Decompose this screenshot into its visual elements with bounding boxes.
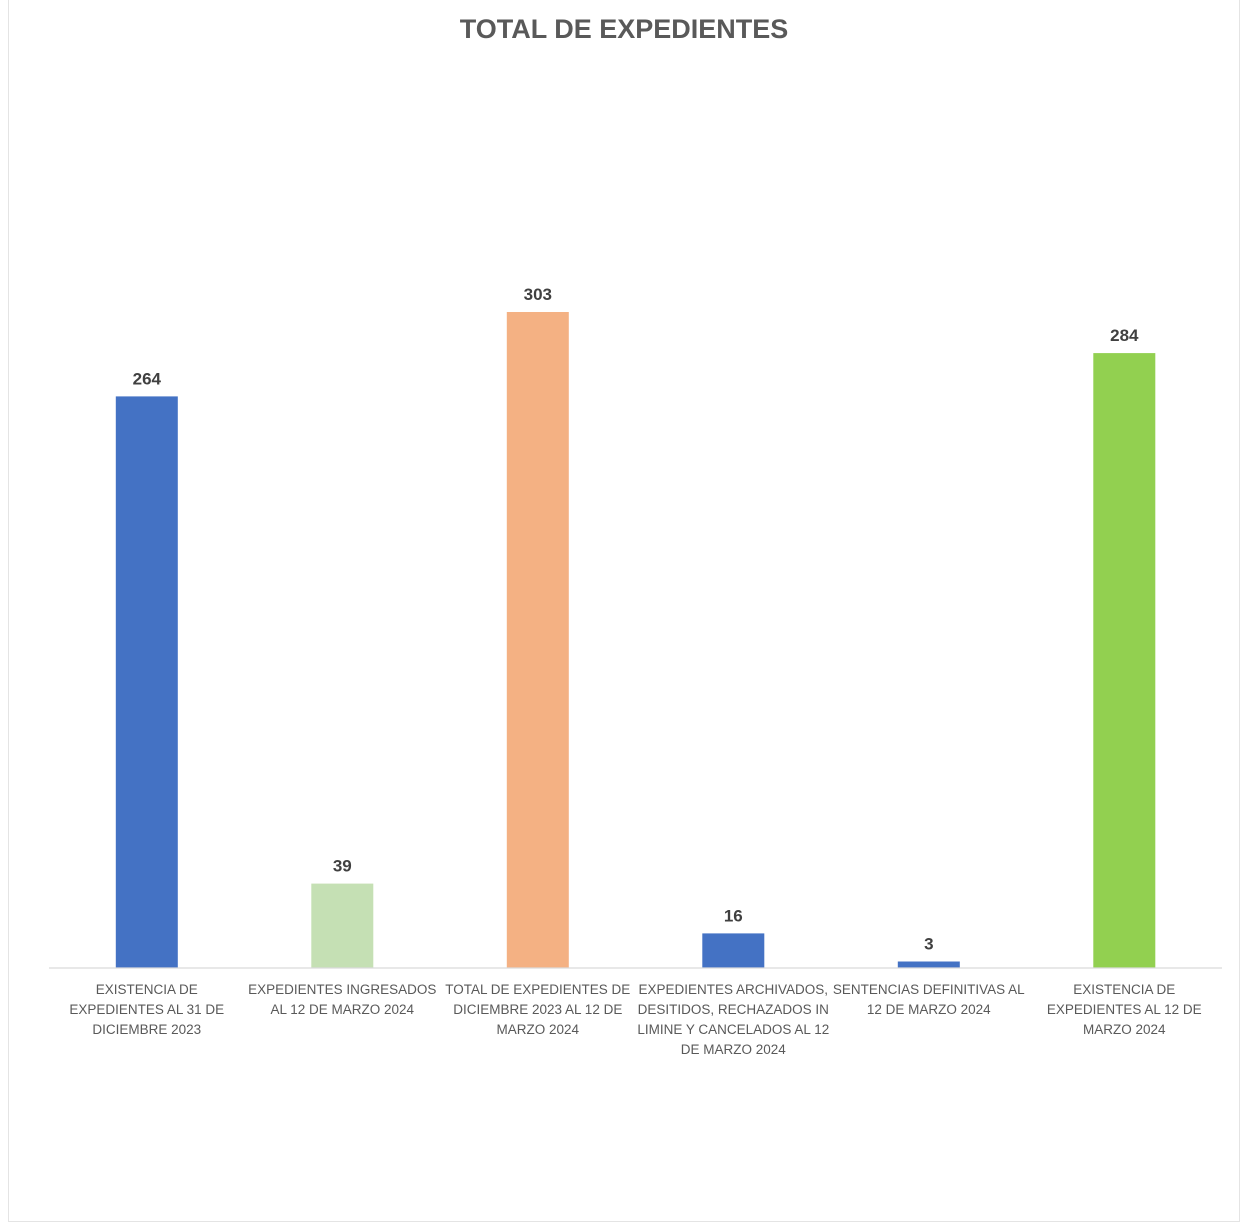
bar-2 <box>311 883 374 968</box>
value-label-6: 284 <box>1110 326 1139 345</box>
chart-title: TOTAL DE EXPEDIENTES <box>459 14 789 44</box>
category-label-3: TOTAL DE EXPEDIENTES DE DICIEMBRE 2023 A… <box>445 982 631 1037</box>
category-label-4: EXPEDIENTES ARCHIVADOS, DESITIDOS, RECHA… <box>637 982 830 1057</box>
value-label-5: 3 <box>924 935 933 954</box>
value-labels-group: 264 39 303 16 3 284 <box>133 285 1139 954</box>
value-label-4: 16 <box>724 906 743 925</box>
bar-5 <box>897 961 960 968</box>
value-label-2: 39 <box>333 857 352 876</box>
value-label-1: 264 <box>133 369 162 388</box>
category-label-6: EXISTENCIA DE EXPEDIENTES AL 12 DE MARZO… <box>1046 982 1202 1037</box>
bar-1 <box>115 396 178 968</box>
bar-3 <box>506 312 569 968</box>
value-label-3: 303 <box>524 285 552 304</box>
bar-6 <box>1093 353 1156 969</box>
chart-frame <box>8 0 1240 1222</box>
category-label-2: EXPEDIENTES INGRESADOS AL 12 DE MARZO 20… <box>248 982 437 1017</box>
bar-4 <box>702 933 765 968</box>
category-label-5: SENTENCIAS DEFINITIVAS AL 12 DE MARZO 20… <box>832 982 1025 1017</box>
bars-group <box>115 312 1156 969</box>
category-label-1: EXISTENCIA DE EXPEDIENTES AL 31 DE DICIE… <box>69 982 225 1037</box>
